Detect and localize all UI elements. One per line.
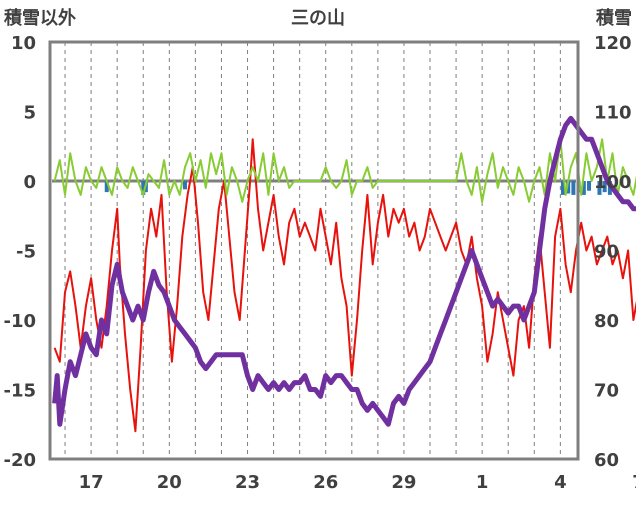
y-right-tick-label: 120 xyxy=(594,33,632,54)
y-left-tick-label: -20 xyxy=(3,450,36,471)
series-line-1 xyxy=(53,138,636,433)
y-right-tick-label: 110 xyxy=(594,103,632,124)
y-left-tick-label: -5 xyxy=(16,242,36,263)
left-axis-label: 積雪以外 xyxy=(3,7,76,29)
plot-frame xyxy=(48,40,580,461)
chart-title: 三の山 xyxy=(291,8,345,29)
x-tick-label: 7 xyxy=(632,472,636,493)
y-left-tick-label: -15 xyxy=(3,381,36,402)
bar-mark xyxy=(571,181,576,195)
x-tick-label: 26 xyxy=(313,472,338,493)
y-right-tick-label: 90 xyxy=(594,242,619,263)
line-layer xyxy=(52,115,636,433)
x-tick-label: 20 xyxy=(157,472,182,493)
bar-mark xyxy=(104,181,109,193)
y-left-tick-label: -10 xyxy=(3,311,36,332)
right-axis-label: 積雪 xyxy=(595,7,632,29)
y-right-tick-label: 80 xyxy=(594,311,619,332)
bar-mark xyxy=(587,181,592,191)
x-tick-label: 1 xyxy=(476,472,489,493)
y-left-tick-label: 0 xyxy=(23,172,36,193)
y-right-tick-label: 60 xyxy=(594,450,619,471)
grid-layer xyxy=(52,42,576,459)
bar-mark xyxy=(581,181,586,195)
series-line-2 xyxy=(53,138,636,203)
bar-mark xyxy=(560,181,565,195)
y-left-tick-label: 5 xyxy=(23,103,36,124)
x-tick-label: 4 xyxy=(554,472,567,493)
x-tick-label: 29 xyxy=(391,472,416,493)
x-tick-label: 23 xyxy=(235,472,260,493)
series-line-3 xyxy=(52,115,636,427)
bar-mark xyxy=(182,181,187,190)
y-right-tick-label: 70 xyxy=(594,381,619,402)
y-left-tick-label: 10 xyxy=(11,33,36,54)
bar-mark xyxy=(597,181,602,195)
bar-mark xyxy=(141,181,146,195)
x-tick-label: 17 xyxy=(79,472,104,493)
y-right-tick-label: 100 xyxy=(594,172,632,193)
bar-mark xyxy=(566,181,571,194)
bar-mark xyxy=(602,181,607,193)
